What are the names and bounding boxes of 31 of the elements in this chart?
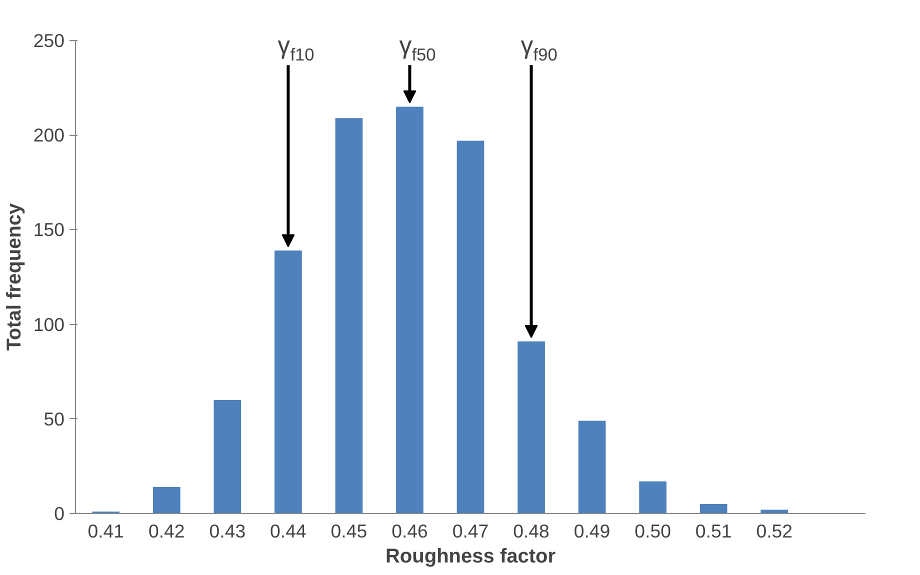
x-axis-title: Roughness factor — [385, 546, 556, 568]
y-tick-label: 150 — [33, 219, 65, 240]
y-tick-label: 50 — [44, 408, 65, 430]
y-tick-label: 200 — [33, 124, 65, 146]
x-tick-label: 0.46 — [392, 520, 428, 542]
x-tick-label: 0.51 — [695, 520, 732, 542]
bar — [335, 118, 363, 514]
x-tick-label: 0.50 — [634, 520, 671, 542]
bar — [456, 140, 484, 514]
x-tick-label: 0.49 — [574, 520, 610, 542]
x-tick-label: 0.45 — [330, 520, 368, 542]
y-tick-label: 0 — [54, 503, 65, 524]
bar — [214, 400, 242, 514]
x-tick-label: 0.47 — [452, 520, 489, 542]
x-tick-label: 0.48 — [513, 520, 550, 542]
x-tick-label: 0.52 — [756, 520, 793, 542]
x-tick-label: 0.42 — [148, 520, 185, 542]
bar — [152, 487, 180, 514]
bar — [274, 250, 302, 514]
bar — [700, 504, 728, 514]
bar — [639, 481, 666, 514]
x-tick-label: 0.41 — [88, 520, 124, 542]
y-tick-label: 100 — [33, 314, 65, 335]
y-tick-label: 250 — [33, 30, 65, 51]
x-tick-label: 0.43 — [209, 520, 246, 542]
bar — [518, 341, 545, 514]
y-axis-title: Total frequency — [3, 202, 26, 351]
x-tick-label: 0.44 — [270, 520, 306, 542]
bar — [760, 510, 788, 514]
bar — [578, 420, 606, 514]
bar — [396, 106, 424, 514]
